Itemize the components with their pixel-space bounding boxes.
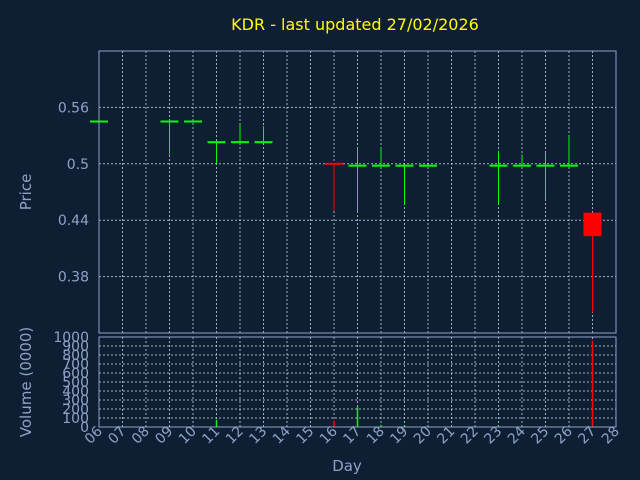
candle-body: [348, 164, 367, 167]
price-tick-label: 0.38: [58, 270, 89, 286]
candle-body: [372, 164, 390, 167]
volume-tick-label: 800: [62, 348, 89, 364]
price-tick-label: 0.5: [67, 157, 89, 173]
volume-tick-label: 0: [80, 420, 89, 436]
candle-body: [513, 164, 531, 167]
price-tick-label: 0.44: [58, 213, 89, 229]
candle-body: [583, 212, 602, 237]
price-axis-label: Price: [17, 174, 35, 211]
volume-tick-label: 100: [62, 411, 89, 427]
candle-body: [489, 164, 508, 167]
candle-body: [419, 164, 437, 167]
volume-tick-label: 400: [62, 384, 89, 400]
volume-tick-label: 700: [62, 357, 89, 373]
candle-body: [560, 164, 578, 167]
candle-body: [536, 164, 555, 167]
volume-tick-label: 1000: [53, 330, 89, 346]
candle-body: [184, 120, 202, 123]
volume-tick-label: 900: [62, 339, 89, 355]
candle-body: [160, 120, 179, 123]
candle-body: [395, 164, 414, 167]
price-tick-label: 0.56: [58, 100, 89, 116]
candle-body: [325, 162, 343, 165]
volume-tick-label: 500: [62, 375, 89, 391]
candle-body: [231, 141, 249, 144]
candle-body: [207, 141, 226, 144]
candle-body: [254, 141, 273, 144]
volume-tick-label: 600: [62, 366, 89, 382]
volume-tick-label: 300: [62, 393, 89, 409]
volume-axis-label: Volume (0000): [17, 327, 35, 437]
x-axis-label: Day: [332, 457, 362, 475]
volume-panel-frame: [98, 336, 617, 428]
volume-tick-label: 200: [62, 402, 89, 418]
price-panel-frame: [98, 50, 617, 334]
chart-title: KDR - last updated 27/02/2026: [231, 15, 479, 34]
